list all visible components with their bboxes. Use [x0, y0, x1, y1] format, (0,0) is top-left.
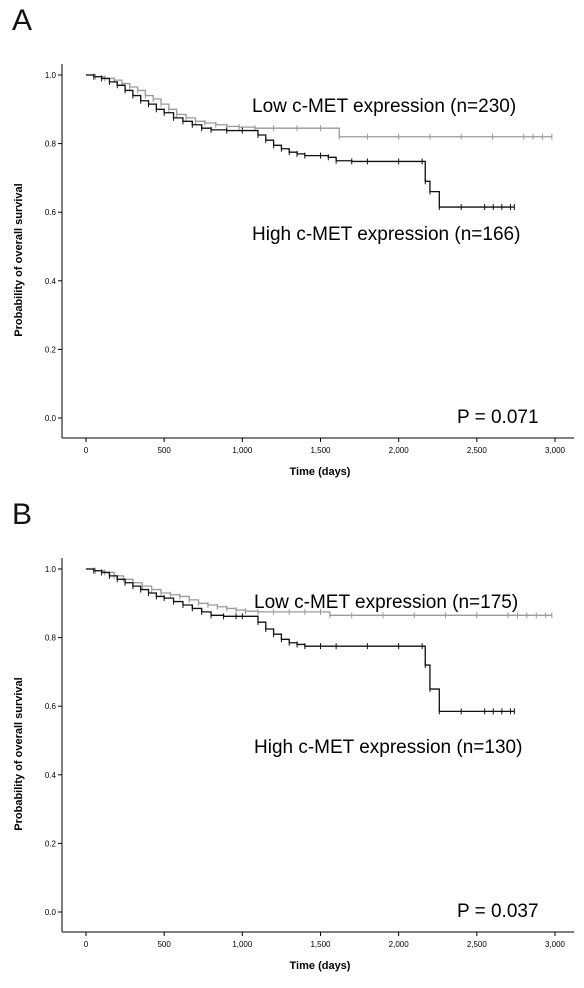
- panel-b: B 0.0 0.2 0.4 0.6 0.8 1.0 0 500 1,000 1,500 2,000 2…: [0, 494, 584, 988]
- x-tick-label: 2,000: [389, 940, 410, 949]
- y-tick-label: 0.0: [45, 908, 57, 917]
- p-value: P = 0.037: [457, 901, 539, 922]
- x-tick-label: 0: [84, 940, 89, 949]
- panel-a: A 0.0 0.2 0.4 0.6 0.8 1.0 0 500 1,000 1,500 2,000 2…: [12, 4, 574, 478]
- x-tick-label: 2,500: [467, 446, 488, 455]
- y-tick-label: 0.4: [45, 771, 57, 780]
- x-tick-label: 2,500: [467, 940, 488, 949]
- x-tick-label: 0: [84, 446, 89, 455]
- y-tick-label: 0.2: [45, 839, 57, 848]
- x-tick-label: 1,500: [310, 940, 331, 949]
- x-tick-label: 2,000: [389, 446, 410, 455]
- p-value: P = 0.071: [457, 407, 539, 428]
- y-tick-label: 0.6: [45, 702, 57, 711]
- y-tick-label: 1.0: [45, 71, 57, 80]
- y-tick-label: 0.8: [45, 140, 57, 149]
- survival-curve-high: [86, 74, 515, 208]
- series-label-low: Low c-MET expression (n=230): [252, 96, 516, 117]
- x-tick-label: 500: [157, 940, 171, 949]
- y-axis-title: Probability of overall survival: [13, 183, 25, 336]
- y-tick-label: 0.8: [45, 634, 57, 643]
- x-tick-label: 1,000: [232, 940, 253, 949]
- x-tick-label: 1,500: [310, 446, 331, 455]
- y-tick-label: 0.2: [45, 345, 57, 354]
- x-tick-label: 1,000: [232, 446, 253, 455]
- x-axis-title: Time (days): [290, 466, 351, 478]
- x-tick-label: 3,000: [545, 940, 566, 949]
- x-tick-label: 500: [157, 446, 171, 455]
- survival-curve-high: [86, 568, 515, 712]
- series-label-high: High c-MET expression (n=166): [252, 224, 520, 245]
- y-tick-label: 0.6: [45, 208, 57, 217]
- x-tick-label: 3,000: [545, 446, 566, 455]
- x-axis-title: Time (days): [290, 960, 351, 972]
- panel-label: B: [12, 498, 33, 531]
- y-axis-title: Probability of overall survival: [13, 677, 25, 830]
- series-label-high: High c-MET expression (n=130): [254, 737, 522, 758]
- y-tick-label: 0.4: [45, 277, 57, 286]
- y-tick-label: 1.0: [45, 565, 57, 574]
- panel-label: A: [12, 4, 33, 37]
- survival-chart-a: 0.0 0.2 0.4 0.6 0.8 1.0 0 500 1,000 1,500 2,000 2,5…: [13, 64, 574, 478]
- survival-chart-b: 0.0 0.2 0.4 0.6 0.8 1.0 0 500 1,000 1,500 2,000 2,5…: [13, 558, 574, 972]
- y-tick-label: 0.0: [45, 414, 57, 423]
- series-label-low: Low c-MET expression (n=175): [254, 592, 518, 613]
